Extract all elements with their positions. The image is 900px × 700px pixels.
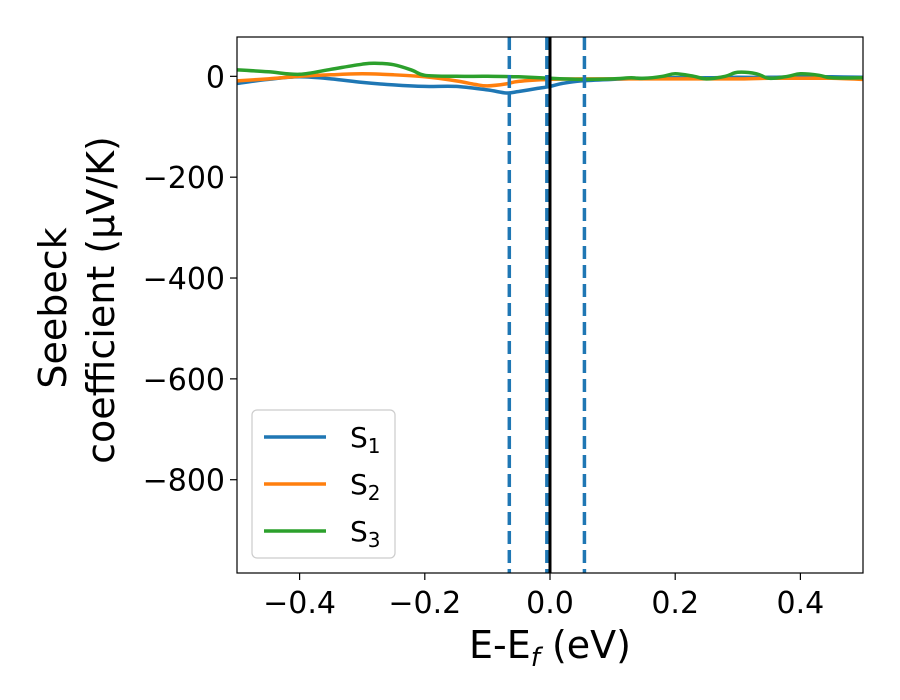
y-tick-label: −200 bbox=[143, 161, 225, 196]
y-tick-label: 0 bbox=[206, 60, 225, 95]
x-axis-title: E-Ef (eV) bbox=[469, 623, 631, 673]
series-line-s3 bbox=[237, 61, 863, 82]
y-axis-title-line2: coefficient (μV/K) bbox=[79, 136, 123, 464]
x-tick-label: 0.0 bbox=[526, 586, 574, 621]
legend: S1 S2 S3 bbox=[251, 409, 396, 559]
y-tick-label: −400 bbox=[143, 262, 225, 297]
plot-area bbox=[236, 36, 864, 574]
legend-label-s3: S3 bbox=[350, 515, 381, 552]
x-tick-label: −0.4 bbox=[263, 586, 336, 621]
legend-label-s1: S1 bbox=[350, 421, 381, 458]
x-axis-title-unit: (eV) bbox=[540, 623, 631, 667]
axis-ticks: −0.4 −0.2 0.0 0.2 0.4 0 −200 −400 −600 −800 bbox=[143, 60, 825, 621]
y-tick-label: −800 bbox=[143, 464, 225, 499]
x-axis-title-main: E-E bbox=[469, 623, 531, 667]
x-tick-label: 0.4 bbox=[777, 586, 825, 621]
x-tick-label: 0.2 bbox=[651, 586, 699, 621]
y-tick-label: −600 bbox=[143, 363, 225, 398]
y-axis-title-line1: Seebeck bbox=[31, 227, 75, 388]
series-line-s2 bbox=[237, 72, 863, 88]
legend-label-s2: S2 bbox=[350, 468, 381, 505]
x-tick-label: −0.2 bbox=[388, 586, 461, 621]
